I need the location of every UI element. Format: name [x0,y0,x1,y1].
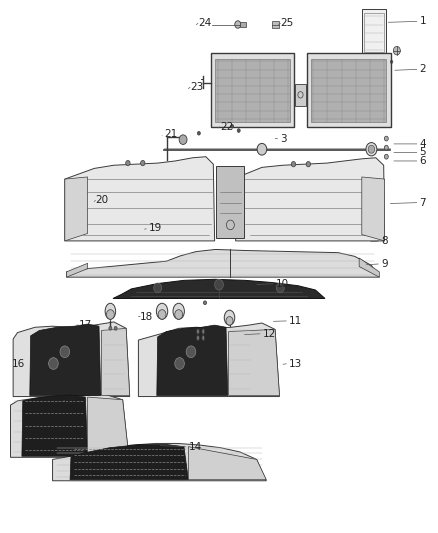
Text: 21: 21 [165,130,178,139]
Ellipse shape [390,60,393,63]
Bar [211,53,294,127]
Polygon shape [22,395,88,456]
Text: 13: 13 [289,359,302,368]
Text: 1: 1 [420,17,426,26]
Ellipse shape [276,283,284,293]
Ellipse shape [141,160,145,166]
Text: 6: 6 [420,156,426,166]
Ellipse shape [126,160,130,166]
Ellipse shape [179,135,187,144]
Ellipse shape [197,132,200,135]
Polygon shape [113,279,325,298]
Text: 8: 8 [381,236,388,246]
Ellipse shape [106,310,114,319]
Ellipse shape [173,303,184,319]
Polygon shape [65,157,215,241]
Ellipse shape [197,335,199,341]
Text: 9: 9 [381,259,388,269]
Text: 15: 15 [65,396,78,406]
Bar [215,59,290,122]
Bar [295,84,306,106]
Bar [307,53,391,127]
Bar [272,21,279,28]
Text: 3: 3 [280,134,287,143]
Polygon shape [229,329,279,395]
Ellipse shape [156,303,168,319]
Text: 25: 25 [280,19,293,28]
Bar [364,13,384,52]
Text: 19: 19 [149,223,162,233]
Ellipse shape [226,317,233,325]
Text: 20: 20 [95,196,109,205]
Text: 18: 18 [140,312,153,321]
Bar [362,9,386,55]
Text: 4: 4 [420,139,426,149]
Polygon shape [13,322,130,397]
Bar [216,166,244,238]
Ellipse shape [49,358,58,369]
Ellipse shape [215,279,223,290]
Text: 16: 16 [12,359,25,368]
Polygon shape [88,397,129,456]
Polygon shape [157,325,228,395]
Ellipse shape [237,128,240,132]
Polygon shape [102,328,130,395]
Ellipse shape [385,136,389,141]
Ellipse shape [60,346,70,358]
Bar [240,22,246,27]
Ellipse shape [175,358,184,369]
Polygon shape [362,177,385,241]
Polygon shape [11,394,129,457]
Ellipse shape [154,283,162,293]
Polygon shape [65,177,88,241]
Text: 17: 17 [79,320,92,330]
Polygon shape [359,258,379,277]
Text: 5: 5 [420,148,426,157]
Ellipse shape [197,329,199,334]
Ellipse shape [186,346,196,358]
Ellipse shape [385,155,389,159]
Polygon shape [138,323,279,397]
Ellipse shape [291,161,296,167]
Ellipse shape [114,326,117,330]
Polygon shape [70,445,188,480]
Polygon shape [30,324,101,395]
Ellipse shape [224,310,235,325]
Text: 22: 22 [220,122,233,132]
Ellipse shape [306,161,311,167]
Ellipse shape [235,21,241,28]
Text: 2: 2 [420,64,426,74]
Ellipse shape [368,145,374,154]
Ellipse shape [202,335,205,341]
Ellipse shape [175,310,183,319]
Polygon shape [67,263,88,277]
Polygon shape [53,443,266,481]
Bar [211,53,294,127]
Text: 23: 23 [190,83,203,92]
Text: 24: 24 [198,19,211,28]
Ellipse shape [105,303,116,319]
Ellipse shape [109,326,112,330]
Text: 12: 12 [263,329,276,338]
Ellipse shape [202,329,205,334]
Ellipse shape [203,301,207,305]
Ellipse shape [231,124,234,128]
Polygon shape [188,447,266,480]
Text: 14: 14 [188,442,201,451]
Polygon shape [67,249,379,277]
Ellipse shape [366,142,377,156]
Text: 7: 7 [420,198,426,207]
Polygon shape [236,158,385,241]
Bar [311,59,386,122]
Ellipse shape [257,143,267,155]
Ellipse shape [393,46,400,55]
Text: 10: 10 [276,279,289,288]
Text: 11: 11 [289,316,302,326]
Bar [307,53,391,127]
Ellipse shape [158,310,166,319]
Ellipse shape [385,145,389,150]
